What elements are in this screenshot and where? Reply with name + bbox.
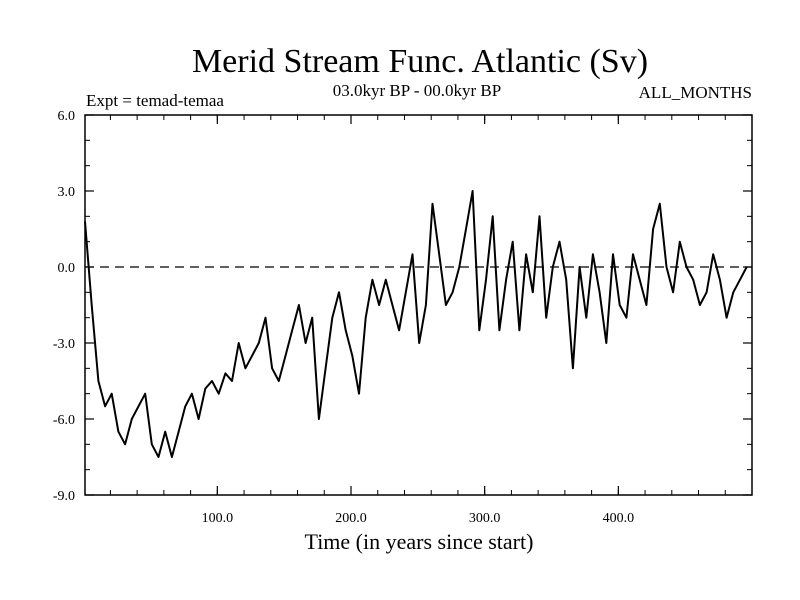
axis-ticks xyxy=(85,114,753,496)
time-range-label: 03.0kyr BP - 00.0kyr BP xyxy=(333,81,501,100)
y-tick-label: -9.0 xyxy=(53,489,75,504)
y-tick-label: 3.0 xyxy=(58,185,76,200)
x-tick-label: 300.0 xyxy=(469,511,501,526)
months-label: ALL_MONTHS xyxy=(639,83,752,102)
chart-title: Merid Stream Func. Atlantic (Sv) xyxy=(192,43,648,80)
axis-tick-labels: 6.0 3.0 0.0 -3.0 -6.0 -9.0 100.0 200.0 300.0 400.… xyxy=(53,109,634,526)
y-tick-label: -6.0 xyxy=(53,413,75,428)
y-tick-label: -3.0 xyxy=(53,337,75,352)
data-series-line xyxy=(84,190,748,458)
x-tick-label: 100.0 xyxy=(202,511,234,526)
plot-frame xyxy=(84,114,753,496)
x-tick-label: 200.0 xyxy=(335,511,367,526)
x-axis-label: Time (in years since start) xyxy=(305,529,534,554)
x-tick-label: 400.0 xyxy=(603,511,635,526)
y-tick-label: 6.0 xyxy=(58,109,76,124)
y-tick-label: 0.0 xyxy=(58,261,76,276)
experiment-label: Expt = temad-temaa xyxy=(86,91,224,110)
